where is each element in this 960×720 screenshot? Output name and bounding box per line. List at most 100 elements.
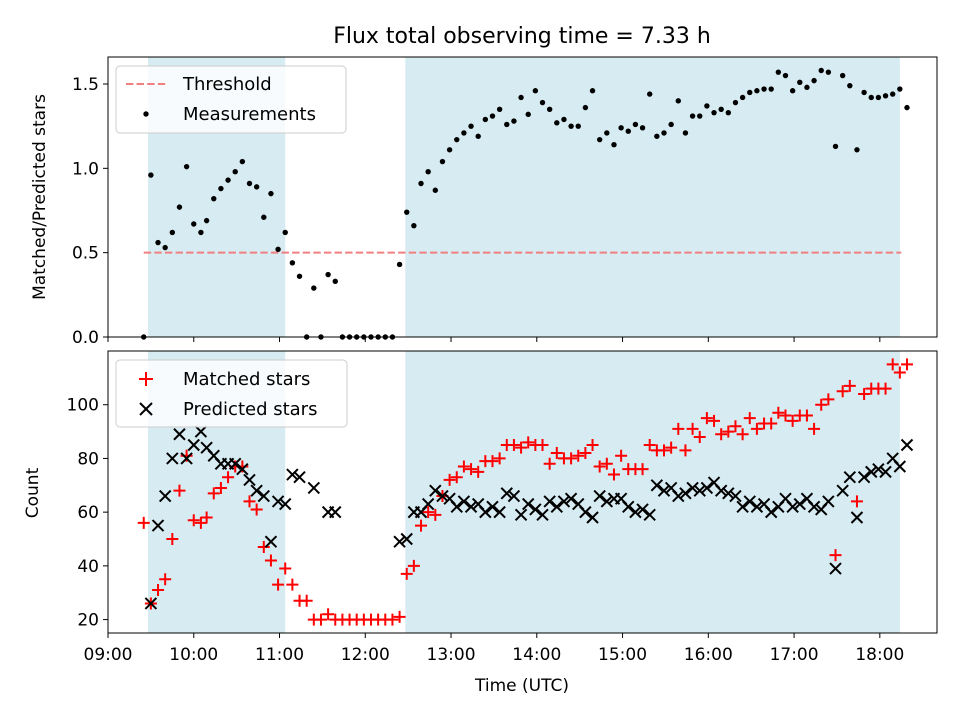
shaded-interval-1: [405, 57, 900, 337]
matched-star-point: [536, 439, 549, 451]
predicted-star-point: [307, 481, 321, 495]
predicted-star-point: [529, 503, 542, 516]
measurement-point: [268, 190, 274, 197]
matched-star-point: [893, 366, 906, 379]
measurement-point: [289, 260, 296, 266]
y-tick-label: 0.5: [72, 244, 99, 264]
predicted-star-point: [271, 495, 285, 508]
predicted-star-point: [764, 505, 778, 519]
measurement-point: [811, 77, 817, 84]
matched-star-point: [214, 481, 227, 494]
measurement-point: [632, 121, 639, 128]
measurement-point: [754, 88, 760, 94]
y-tick-label: 20: [77, 611, 99, 631]
predicted-star-point: [850, 511, 864, 524]
measurement-point: [439, 158, 446, 165]
measurement-point: [782, 72, 789, 79]
measurement-point: [225, 177, 231, 183]
predicted-star-point: [522, 497, 535, 511]
y-tick-label: 1.0: [72, 159, 99, 179]
predicted-star-point: [536, 508, 549, 522]
measurement-point: [747, 89, 753, 96]
matched-star-point: [137, 516, 150, 529]
matched-star-point: [779, 409, 792, 422]
matched-star-point: [586, 439, 599, 451]
measurement-point: [489, 113, 496, 119]
predicted-star-point: [264, 535, 278, 548]
matched-star-point: [400, 567, 413, 580]
matched-star-point: [572, 449, 585, 462]
measurement-point: [732, 99, 739, 106]
measurement-point: [525, 111, 531, 118]
bottom-x-axis-label: Time (UTC): [474, 676, 569, 696]
matched-star-point: [166, 533, 179, 545]
matched-star-point: [822, 393, 835, 406]
predicted-star-point: [714, 484, 728, 497]
measurement-point: [611, 142, 617, 148]
predicted-star-point: [729, 489, 742, 503]
matched-star-point: [736, 428, 749, 441]
predicted-star-point: [857, 471, 871, 484]
predicted-star-point: [279, 497, 292, 511]
matched-star-point: [314, 613, 327, 626]
predicted-star-point: [822, 495, 835, 508]
measurement-point: [589, 88, 596, 94]
matched-star-point: [579, 447, 592, 460]
measurement-point: [675, 98, 681, 104]
measurement-point: [418, 180, 424, 187]
predicted-star-point: [194, 425, 208, 438]
predicted-star-point: [750, 500, 764, 513]
matched-star-point: [472, 465, 485, 478]
legend-predicted-label: Predicted stars: [183, 399, 317, 420]
predicted-star-point: [514, 508, 528, 522]
y-tick-label: 60: [77, 503, 99, 523]
measurement-point: [239, 158, 246, 165]
matched-star-point: [693, 430, 706, 443]
measurement-point: [396, 261, 403, 268]
measurement-point: [475, 133, 481, 139]
x-tick-label: 18:00: [855, 645, 904, 665]
predicted-star-point: [479, 505, 492, 519]
measurement-point: [253, 184, 260, 190]
measurement-point: [875, 94, 882, 101]
matched-star-point: [550, 447, 563, 460]
measurement-point: [325, 271, 331, 278]
bottom-x-axis: 09:00 10:00 11:00 12:00 13:00 14:00 15:00 16:00…: [84, 633, 904, 665]
legend-matched-swatch: [139, 372, 153, 386]
measurement-point: [789, 88, 796, 94]
matched-star-point: [722, 425, 735, 438]
matched-star-point: [159, 573, 172, 586]
matched-star-point: [900, 358, 913, 371]
matched-star-point: [415, 519, 428, 532]
measurement-point: [539, 99, 546, 106]
matched-star-point: [829, 549, 842, 562]
predicted-star-point: [686, 481, 699, 495]
measurement-point: [847, 82, 853, 89]
matched-star-point: [686, 422, 699, 435]
measurement-point: [739, 94, 746, 101]
measurement-point: [889, 91, 896, 97]
matched-star-point: [279, 562, 292, 575]
x-tick-label: 16:00: [684, 645, 733, 665]
measurement-point: [511, 118, 517, 124]
x-tick-label: 09:00: [84, 645, 133, 665]
measurement-point: [868, 94, 874, 101]
predicted-star-point: [865, 465, 878, 479]
predicted-star-point: [722, 487, 735, 500]
matched-star-point: [565, 452, 578, 465]
matched-star-point: [194, 516, 207, 529]
measurement-point: [554, 120, 560, 126]
measurement-point: [518, 94, 524, 101]
legend-measurements-swatch: [143, 111, 149, 117]
matched-star-point: [765, 417, 778, 430]
predicted-star-point: [672, 489, 685, 503]
measurement-point: [332, 278, 338, 285]
predicted-star-point: [843, 471, 857, 484]
predicted-stars-series: [144, 425, 914, 610]
matched-star-point: [264, 554, 277, 567]
measurement-point: [461, 130, 467, 136]
predicted-star-point: [557, 495, 571, 508]
measurement-point: [761, 86, 767, 92]
y-tick-label: 100: [67, 396, 99, 416]
